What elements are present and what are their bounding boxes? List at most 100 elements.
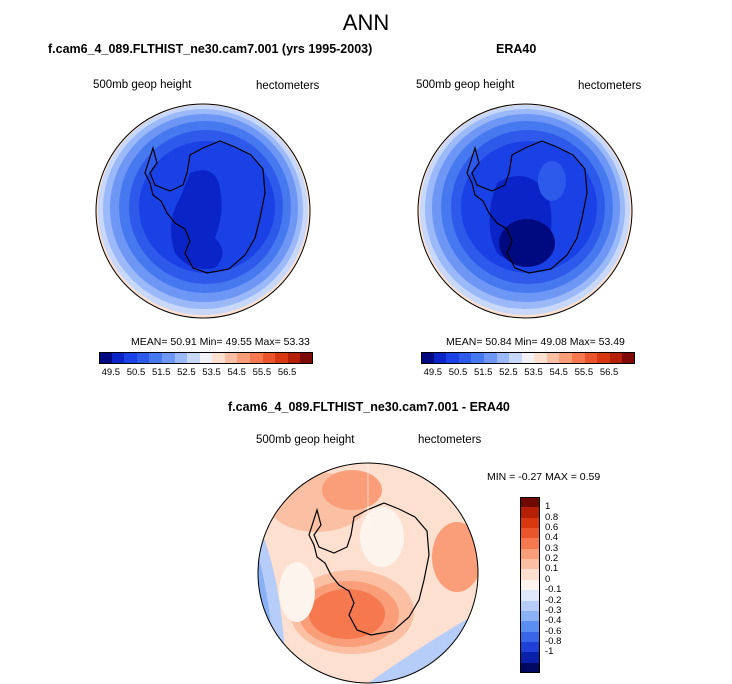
panel1-colorbar-tick-label: 52.5 [177, 367, 196, 378]
panel2-colorbar-tick-label: 55.5 [574, 367, 594, 378]
panel3-colorbar-swatch [520, 579, 540, 591]
panel3-colorbar-tick-label: -0.1 [545, 584, 562, 596]
panel1-colorbar-swatch [262, 352, 276, 364]
panel1-colorbar: 49.5 50.5 51.5 52.5 53.5 54.5 55.5 56.5 [99, 352, 314, 384]
panel3-colorbar-swatch [520, 569, 540, 581]
panel3-colorbar-tick-label: 0.1 [545, 563, 559, 575]
panel2-colorbar-swatch [572, 352, 586, 364]
panel1-polar-map [95, 103, 311, 319]
panel2-variable-label: 500mb geop height [416, 79, 515, 91]
panel3-colorbar-swatch [520, 507, 540, 519]
panel2-colorbar-swatch [584, 352, 598, 364]
panel2-colorbar-swatch [559, 352, 573, 364]
panel3-polar-map [257, 462, 479, 684]
panel1-title: f.cam6_4_089.FLTHIST_ne30.cam7.001 (yrs … [48, 42, 373, 56]
panel1-colorbar-swatch [174, 352, 188, 364]
panel2-stats: MEAN= 50.84 Min= 49.08 Max= 53.49 [446, 336, 625, 348]
panel2-units-label: hectometers [578, 80, 642, 92]
panel1-colorbar-tick-label: 54.5 [227, 367, 246, 378]
panel1-colorbar-tick-label: 51.5 [151, 367, 171, 378]
page-title: ANN [342, 10, 390, 35]
panel2-title: ERA40 [496, 42, 537, 56]
panel3-colorbar-tick-label: -0.3 [545, 604, 562, 616]
panel2-colorbar-tick-label: 54.5 [549, 367, 568, 378]
panel2-polar-map [417, 103, 633, 319]
panel3-colorbar-tick-label: 0.2 [545, 553, 559, 565]
panel3-title: f.cam6_4_089.FLTHIST_ne30.cam7.001 - ERA… [228, 400, 510, 414]
panel1-colorbar-tick-label: 50.5 [126, 367, 146, 378]
panel2-colorbar-swatch [546, 352, 560, 364]
panel1-colorbar-swatch [300, 352, 314, 364]
panel2-colorbar-swatch [496, 352, 510, 364]
panel1-colorbar-swatch [124, 352, 138, 364]
panel3-colorbar-swatch [520, 528, 540, 539]
panel1-units-label: hectometers [256, 80, 320, 92]
panel2-colorbar: 49.5 50.5 51.5 52.5 53.5 54.5 55.5 56.5 [421, 352, 636, 384]
panel3-colorbar-swatch [520, 517, 540, 529]
panel3-colorbar-swatch [520, 631, 540, 643]
panel3-colorbar-tick-label: -0.6 [545, 625, 562, 637]
panel3-variable-label: 500mb geop height [256, 434, 355, 446]
panel3-colorbar-swatch [520, 652, 540, 664]
panel3-colorbar-tick-label: 0.8 [545, 511, 559, 523]
panel2-colorbar-swatch [534, 352, 548, 364]
panel3-stats: MIN = -0.27 MAX = 0.59 [487, 471, 601, 483]
panel1-colorbar-tick-label: 56.5 [277, 367, 297, 378]
panel1-colorbar-swatch [250, 352, 264, 364]
panel3-colorbar-swatch [520, 590, 540, 602]
panel1-colorbar-swatch [149, 352, 163, 364]
panel3-colorbar-swatch [520, 559, 540, 570]
panel2-colorbar-swatch [421, 352, 435, 364]
panel2-colorbar-swatch [521, 352, 535, 364]
panel1-colorbar-swatch [237, 352, 251, 364]
panel2-colorbar-swatch [446, 352, 460, 364]
panel3-colorbar-swatch [520, 538, 540, 550]
panel3-colorbar-swatch [520, 610, 540, 622]
panel1-colorbar-swatch [287, 352, 301, 364]
panel2-colorbar-tick-label: 51.5 [473, 367, 493, 378]
panel3-colorbar-tick-label: -1 [545, 646, 554, 658]
panel2-colorbar-swatch [483, 352, 498, 364]
panel1-stats: MEAN= 50.91 Min= 49.55 Max= 53.33 [131, 336, 310, 348]
panel1-colorbar-tick-label: 53.5 [202, 367, 221, 378]
panel2-colorbar-swatch [597, 352, 611, 364]
panel3-colorbar-swatch [520, 662, 540, 674]
panel1-colorbar-swatch [199, 352, 213, 364]
panel2-colorbar-tick-label: 53.5 [524, 367, 543, 378]
panel3-colorbar-tick-label: 0 [545, 573, 551, 585]
panel2-colorbar-tick-label: 49.5 [423, 367, 443, 378]
panel3-colorbar-tick-label: 1 [545, 501, 551, 513]
panel1-colorbar-swatch [212, 352, 226, 364]
panel3-colorbar-swatch [520, 548, 540, 560]
panel3-colorbar-swatch [520, 600, 540, 612]
panel1-colorbar-tick-label: 49.5 [101, 367, 121, 378]
panel3-colorbar-tick-label: 0.4 [545, 532, 559, 544]
panel2-colorbar-swatch [433, 352, 447, 364]
panel3-colorbar-tick-label: -0.4 [545, 615, 562, 627]
panel1-colorbar-tick-label: 55.5 [252, 367, 272, 378]
panel2-colorbar-tick-label: 50.5 [448, 367, 468, 378]
panel3-colorbar-tick-label: -0.2 [545, 594, 562, 606]
panel2-colorbar-swatch [458, 352, 472, 364]
panel1-colorbar-swatch [136, 352, 150, 364]
panel1-colorbar-swatch [111, 352, 125, 364]
panel2-colorbar-tick-label: 56.5 [599, 367, 619, 378]
panel1-colorbar-swatch [161, 352, 176, 364]
panel3-colorbar-tick-label: 0.6 [545, 522, 559, 534]
panel2-colorbar-swatch [471, 352, 485, 364]
panel3-colorbar: 1 0.8 0.6 0.4 0.3 0.2 0.1 0 -0.1 -0.2 -0.3 -0.4 -0.6… [520, 497, 570, 674]
panel3-colorbar-swatch [520, 497, 540, 508]
panel1-colorbar-swatch [224, 352, 238, 364]
panel3-units-label: hectometers [418, 434, 482, 446]
panel2-colorbar-swatch [509, 352, 523, 364]
panel1-colorbar-swatch [187, 352, 201, 364]
panel3-colorbar-swatch [520, 641, 540, 653]
panel1-variable-label: 500mb geop height [93, 79, 192, 91]
panel3-colorbar-tick-label: -0.8 [545, 635, 562, 647]
panel1-colorbar-swatch [275, 352, 289, 364]
panel2-colorbar-tick-label: 52.5 [499, 367, 518, 378]
panel3-colorbar-swatch [520, 621, 540, 633]
panel2-colorbar-swatch [622, 352, 636, 364]
panel3-colorbar-tick-label: 0.3 [545, 542, 559, 554]
panel2-colorbar-swatch [609, 352, 623, 364]
